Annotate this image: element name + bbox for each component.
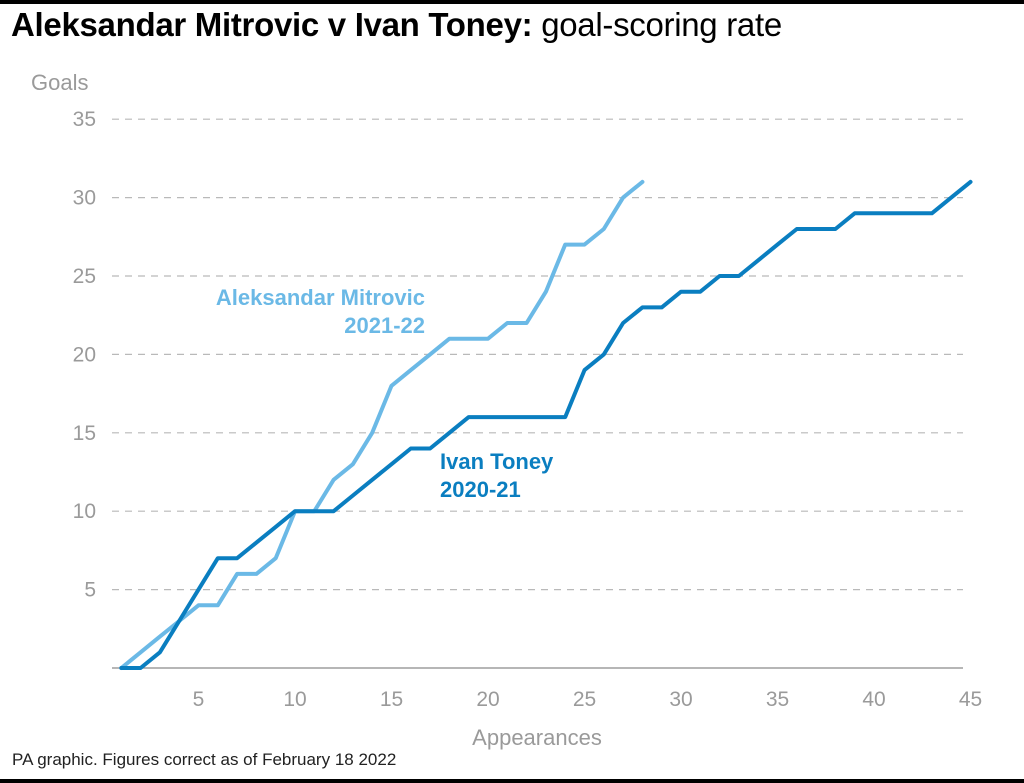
x-tick-5: 5 [193,688,205,711]
x-tick-20: 20 [476,688,499,711]
series-toney-line [119,179,973,670]
y-tick-35: 35 [73,108,96,131]
y-tick-25: 25 [73,265,96,288]
series-label-toney-line-1: Ivan Toney [440,449,554,474]
chart-title: Aleksandar Mitrovic v Ivan Toney: goal-s… [11,6,782,44]
y-tick-5: 5 [84,579,96,602]
series-label-mitrovic-line-1: Aleksandar Mitrovic [216,285,425,310]
x-tick-15: 15 [380,688,403,711]
y-tick-10: 10 [73,500,96,523]
x-tick-labels: 5 10 15 20 25 30 35 40 45 [193,688,983,711]
y-axis-title: Goals [31,70,88,95]
title-light: goal-scoring rate [541,6,782,43]
bottom-rule [0,779,1024,783]
x-axis-title: Appearances [472,725,602,750]
series-mitrovic-line [119,179,645,670]
top-rule [0,0,1024,4]
x-tick-35: 35 [766,688,789,711]
x-tick-30: 30 [669,688,692,711]
series-lines [119,179,973,670]
series-labels: Aleksandar Mitrovic 2021-22 Ivan Toney 2020… [216,285,554,502]
title-bold: Aleksandar Mitrovic v Ivan Toney: [11,6,533,43]
x-tick-40: 40 [862,688,885,711]
x-tick-10: 10 [283,688,306,711]
source-note: PA graphic. Figures correct as of Februa… [12,750,397,769]
x-tick-45: 45 [959,688,982,711]
y-tick-15: 15 [73,422,96,445]
gridlines [112,118,963,591]
y-tick-labels: 5 10 15 20 25 30 35 [73,108,96,601]
y-tick-30: 30 [73,187,96,210]
x-tick-25: 25 [573,688,596,711]
y-tick-20: 20 [73,343,96,366]
series-label-mitrovic-line-2: 2021-22 [344,313,425,338]
series-label-toney-line-2: 2020-21 [440,477,521,502]
